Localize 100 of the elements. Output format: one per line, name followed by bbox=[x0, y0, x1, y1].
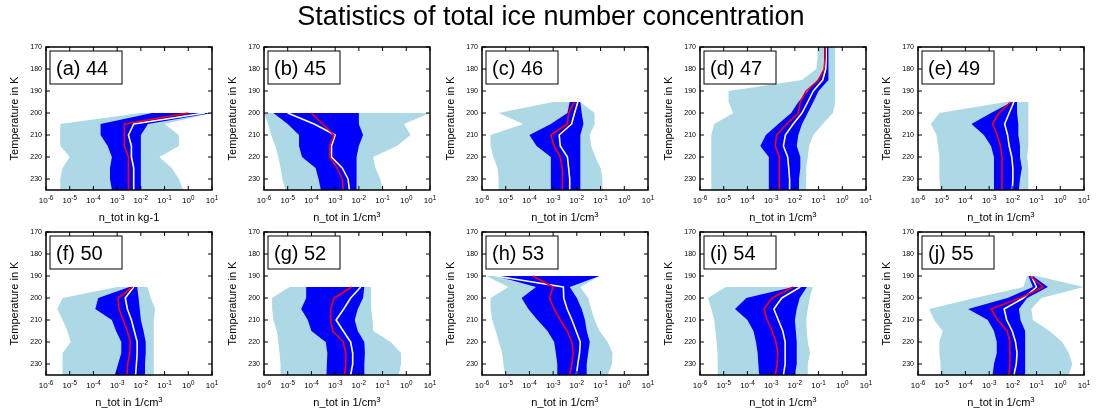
x-tick-label: 10$^{-6}$ bbox=[38, 378, 54, 390]
x-tick-label: 10$^{-4}$ bbox=[522, 193, 538, 205]
x-tick-label: 10$^{-4}$ bbox=[304, 193, 320, 205]
annotation: (e) 49 bbox=[928, 57, 981, 79]
x-tick-label: 10$^{-4}$ bbox=[958, 193, 974, 205]
y-axis-title: Temperature in K bbox=[444, 75, 456, 161]
x-tick-label: 10$^{1}$ bbox=[859, 378, 873, 390]
x-tick-label: 10$^{-5}$ bbox=[498, 193, 514, 205]
x-tick-label: 10$^{-3}$ bbox=[545, 378, 561, 390]
x-tick-label: 10$^{-4}$ bbox=[86, 193, 102, 205]
x-tick-label: 10$^{-5}$ bbox=[280, 378, 296, 390]
x-tick-label: 10$^{0}$ bbox=[400, 378, 413, 390]
annotation: (i) 54 bbox=[710, 242, 756, 264]
x-tick-label: 10$^{-5}$ bbox=[280, 193, 296, 205]
x-tick-label: 10$^{-1}$ bbox=[1029, 378, 1045, 390]
x-tick-label: 10$^{1}$ bbox=[641, 193, 655, 205]
x-tick-label: 10$^{0}$ bbox=[182, 378, 195, 390]
x-tick-label: 10$^{-5}$ bbox=[934, 378, 950, 390]
chart-title: Statistics of total ice number concentration bbox=[297, 1, 805, 31]
x-tick-label: 10$^{-3}$ bbox=[545, 193, 561, 205]
x-tick-label: 10$^{-2}$ bbox=[1005, 378, 1021, 390]
x-tick-label: 10$^{-2}$ bbox=[787, 378, 803, 390]
x-tick-label: 10$^{-3}$ bbox=[327, 378, 343, 390]
y-axis-title: Temperature in K bbox=[8, 75, 20, 161]
annotation: (a) 44 bbox=[56, 57, 109, 79]
x-tick-label: 10$^{0}$ bbox=[182, 193, 195, 205]
x-axis-title: n_tot in 1/cm$^{3}$ bbox=[313, 394, 381, 408]
x-tick-label: 10$^{-2}$ bbox=[569, 193, 585, 205]
annotation: (f) 50 bbox=[56, 242, 103, 264]
x-tick-label: 10$^{-2}$ bbox=[569, 378, 585, 390]
x-tick-label: 10$^{-6}$ bbox=[256, 378, 272, 390]
x-axis-title: n_tot in 1/cm$^{3}$ bbox=[95, 394, 163, 408]
x-tick-label: 10$^{-5}$ bbox=[716, 193, 732, 205]
x-tick-label: 10$^{1}$ bbox=[205, 193, 219, 205]
x-tick-label: 10$^{-5}$ bbox=[498, 378, 514, 390]
x-tick-label: 10$^{-2}$ bbox=[351, 378, 367, 390]
y-axis-title: Temperature in K bbox=[226, 75, 238, 161]
x-tick-label: 10$^{-4}$ bbox=[304, 378, 320, 390]
x-tick-label: 10$^{-5}$ bbox=[716, 378, 732, 390]
x-tick-label: 10$^{-2}$ bbox=[133, 378, 149, 390]
x-tick-label: 10$^{-2}$ bbox=[133, 193, 149, 205]
y-axis-title: Temperature in K bbox=[880, 75, 892, 161]
x-tick-label: 10$^{-5}$ bbox=[62, 378, 78, 390]
x-tick-label: 10$^{-3}$ bbox=[981, 193, 997, 205]
x-tick-label: 10$^{-6}$ bbox=[910, 378, 926, 390]
x-tick-label: 10$^{-1}$ bbox=[157, 193, 173, 205]
x-tick-label: 10$^{-6}$ bbox=[474, 378, 490, 390]
x-tick-label: 10$^{0}$ bbox=[836, 378, 849, 390]
x-tick-label: 10$^{-3}$ bbox=[109, 378, 125, 390]
x-axis-title: n_tot in 1/cm$^{3}$ bbox=[531, 209, 599, 223]
x-tick-label: 10$^{-6}$ bbox=[256, 193, 272, 205]
x-axis-title: n_tot in 1/cm$^{3}$ bbox=[967, 394, 1035, 408]
annotation: (c) 46 bbox=[492, 57, 544, 79]
annotation: (j) 55 bbox=[928, 242, 974, 264]
x-axis-title: n_tot in 1/cm$^{3}$ bbox=[313, 209, 381, 223]
x-tick-label: 10$^{-1}$ bbox=[593, 193, 609, 205]
x-axis-title: n_tot in 1/cm$^{3}$ bbox=[749, 394, 817, 408]
x-tick-label: 10$^{-3}$ bbox=[763, 193, 779, 205]
x-tick-label: 10$^{-3}$ bbox=[763, 378, 779, 390]
x-tick-label: 10$^{-6}$ bbox=[38, 193, 54, 205]
x-tick-label: 10$^{-1}$ bbox=[375, 193, 391, 205]
x-tick-label: 10$^{-4}$ bbox=[740, 378, 756, 390]
annotation: (h) 53 bbox=[492, 242, 545, 264]
x-tick-label: 10$^{-6}$ bbox=[692, 378, 708, 390]
y-axis-title: Temperature in K bbox=[8, 260, 20, 346]
y-axis-title: Temperature in K bbox=[226, 260, 238, 346]
x-tick-label: 10$^{-5}$ bbox=[62, 193, 78, 205]
x-tick-label: 10$^{0}$ bbox=[1054, 193, 1067, 205]
x-tick-label: 10$^{1}$ bbox=[423, 378, 437, 390]
y-axis-title: Temperature in K bbox=[662, 260, 674, 346]
x-tick-label: 10$^{1}$ bbox=[1077, 378, 1091, 390]
x-tick-label: 10$^{-2}$ bbox=[351, 193, 367, 205]
x-axis-title: n_tot in kg-1 bbox=[98, 211, 160, 223]
x-axis-title: n_tot in 1/cm$^{3}$ bbox=[749, 209, 817, 223]
x-tick-label: 10$^{0}$ bbox=[836, 193, 849, 205]
x-axis-title: n_tot in 1/cm$^{3}$ bbox=[967, 209, 1035, 223]
x-tick-label: 10$^{1}$ bbox=[641, 378, 655, 390]
x-tick-label: 10$^{-2}$ bbox=[787, 193, 803, 205]
x-tick-label: 10$^{-6}$ bbox=[910, 193, 926, 205]
x-tick-label: 10$^{-1}$ bbox=[157, 378, 173, 390]
x-tick-label: 10$^{-1}$ bbox=[375, 378, 391, 390]
x-tick-label: 10$^{-1}$ bbox=[1029, 193, 1045, 205]
x-tick-label: 10$^{0}$ bbox=[618, 193, 631, 205]
x-tick-label: 10$^{-4}$ bbox=[86, 378, 102, 390]
x-tick-label: 10$^{-3}$ bbox=[981, 378, 997, 390]
y-axis-title: Temperature in K bbox=[662, 75, 674, 161]
x-tick-label: 10$^{-4}$ bbox=[958, 378, 974, 390]
annotation: (d) 47 bbox=[710, 57, 763, 79]
x-tick-label: 10$^{-2}$ bbox=[1005, 193, 1021, 205]
x-tick-label: 10$^{-4}$ bbox=[740, 193, 756, 205]
x-tick-label: 10$^{-1}$ bbox=[593, 378, 609, 390]
y-axis-title: Temperature in K bbox=[444, 260, 456, 346]
annotation: (b) 45 bbox=[274, 57, 327, 79]
x-tick-label: 10$^{0}$ bbox=[618, 378, 631, 390]
x-tick-label: 10$^{1}$ bbox=[859, 193, 873, 205]
annotation: (g) 52 bbox=[274, 242, 327, 264]
x-tick-label: 10$^{-4}$ bbox=[522, 378, 538, 390]
x-axis-title: n_tot in 1/cm$^{3}$ bbox=[531, 394, 599, 408]
x-tick-label: 10$^{-5}$ bbox=[934, 193, 950, 205]
x-tick-label: 10$^{-3}$ bbox=[327, 193, 343, 205]
